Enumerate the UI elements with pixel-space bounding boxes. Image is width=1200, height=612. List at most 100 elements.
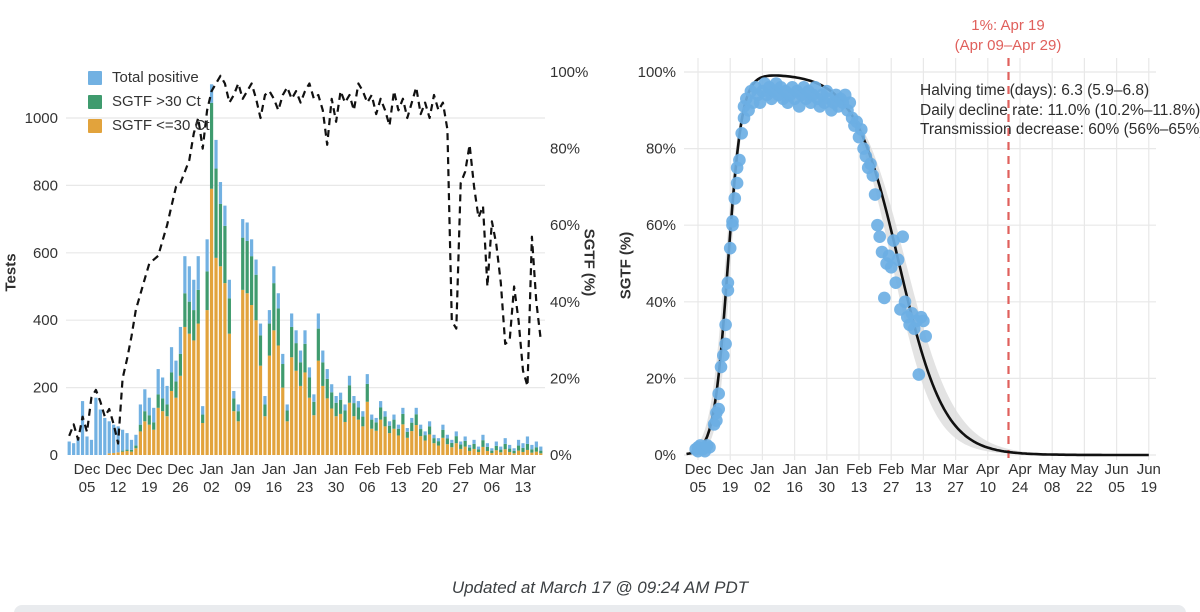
svg-text:0%: 0% <box>654 447 676 464</box>
svg-text:23: 23 <box>297 479 314 496</box>
svg-text:Feb: Feb <box>354 461 380 478</box>
svg-text:100%: 100% <box>550 64 588 81</box>
svg-text:Feb: Feb <box>448 461 474 478</box>
fit-curve <box>686 74 1149 457</box>
legend-label: Total positive <box>112 69 199 86</box>
svg-text:Jan: Jan <box>231 461 255 478</box>
svg-text:22: 22 <box>1076 479 1093 496</box>
svg-text:02: 02 <box>754 479 771 496</box>
daily-decline-text: Daily decline rate: 11.0% (10.2%–11.8%) <box>920 101 1200 119</box>
left-chart-x-tick-labels: Dec05Dec12Dec19Dec26Jan02Jan09Jan16Jan23… <box>74 461 536 496</box>
svg-text:13: 13 <box>915 479 932 496</box>
svg-text:800: 800 <box>33 177 58 194</box>
svg-text:Dec: Dec <box>74 461 101 478</box>
right-chart-x-tick-labels: Dec05Dec19Jan02Jan16Jan30Feb13Feb27Mar13… <box>685 461 1161 496</box>
svg-text:Dec: Dec <box>136 461 163 478</box>
svg-text:May: May <box>1038 461 1067 478</box>
svg-text:Dec: Dec <box>167 461 194 478</box>
svg-text:30: 30 <box>818 479 835 496</box>
svg-text:0: 0 <box>50 447 58 464</box>
right-chart-y-tick-labels: 0% 20% 40% 60% 80% 100% <box>638 64 676 464</box>
left-chart-right-axis-title: SGTF (%) <box>580 228 598 297</box>
svg-text:40%: 40% <box>550 294 580 311</box>
svg-text:Apr: Apr <box>976 461 999 478</box>
svg-text:0%: 0% <box>550 447 572 464</box>
sgtf-percent-dashed-line <box>68 74 542 445</box>
svg-text:Jan: Jan <box>262 461 286 478</box>
legend-item-sgtf-gt30: SGTF >30 Ct <box>88 93 210 110</box>
transmission-decrease-text: Transmission decrease: 60% (56%–65%) <box>920 121 1200 138</box>
svg-text:13: 13 <box>851 479 868 496</box>
svg-text:80%: 80% <box>550 141 580 158</box>
svg-text:06: 06 <box>484 479 501 496</box>
svg-text:20: 20 <box>421 479 438 496</box>
svg-text:60%: 60% <box>550 217 580 234</box>
svg-text:20%: 20% <box>550 370 580 387</box>
extinction-date-annotation: 1%: Apr 19 (Apr 09–Apr 29) <box>955 16 1062 56</box>
svg-text:Mar: Mar <box>910 461 936 478</box>
svg-text:Feb: Feb <box>846 461 872 478</box>
svg-text:20%: 20% <box>646 370 676 387</box>
svg-text:19: 19 <box>141 479 158 496</box>
halving-time-text: Halving time (days): 6.3 (5.9–6.8) <box>920 82 1150 99</box>
svg-text:Jan: Jan <box>293 461 317 478</box>
svg-text:Mar: Mar <box>479 461 505 478</box>
svg-text:Jan: Jan <box>750 461 774 478</box>
svg-text:Dec: Dec <box>685 461 712 478</box>
svg-text:Jan: Jan <box>324 461 348 478</box>
legend-item-sgtf-le30: SGTF <=30 Ct <box>88 117 210 134</box>
svg-text:02: 02 <box>203 479 220 496</box>
svg-text:13: 13 <box>515 479 532 496</box>
svg-text:Dec: Dec <box>105 461 132 478</box>
svg-text:1000: 1000 <box>25 110 58 127</box>
svg-text:40%: 40% <box>646 294 676 311</box>
legend: Total positive SGTF >30 Ct SGTF <=30 Ct <box>88 69 210 134</box>
svg-text:Jun: Jun <box>1105 461 1129 478</box>
svg-text:Jan: Jan <box>783 461 807 478</box>
svg-text:60%: 60% <box>646 217 676 234</box>
legend-label: SGTF <=30 Ct <box>112 117 210 134</box>
fit-statistics: Halving time (days): 6.3 (5.9–6.8) Daily… <box>920 81 1200 140</box>
bottom-panel-edge <box>14 605 1186 612</box>
svg-text:19: 19 <box>1140 479 1157 496</box>
svg-text:16: 16 <box>266 479 283 496</box>
svg-text:13: 13 <box>390 479 407 496</box>
svg-text:600: 600 <box>33 245 58 262</box>
svg-text:27: 27 <box>947 479 964 496</box>
svg-text:200: 200 <box>33 380 58 397</box>
updated-timestamp: Updated at March 17 @ 09:24 AM PDT <box>451 578 749 597</box>
svg-text:24: 24 <box>1012 479 1029 496</box>
legend-swatch-blue <box>88 70 102 85</box>
svg-text:27: 27 <box>452 479 469 496</box>
left-chart-y-axis-title: Tests <box>2 253 20 292</box>
svg-text:19: 19 <box>722 479 739 496</box>
svg-text:05: 05 <box>1108 479 1125 496</box>
svg-text:08: 08 <box>1044 479 1061 496</box>
scatter-points <box>689 77 932 458</box>
stacked-bars <box>67 84 543 455</box>
svg-text:12: 12 <box>110 479 127 496</box>
svg-text:Mar: Mar <box>943 461 969 478</box>
svg-text:Jan: Jan <box>199 461 223 478</box>
extinction-date-line2: (Apr 09–Apr 29) <box>954 37 1062 54</box>
legend-label: SGTF >30 Ct <box>112 93 201 110</box>
svg-text:27: 27 <box>883 479 900 496</box>
svg-text:16: 16 <box>786 479 803 496</box>
left-chart-gridlines <box>66 117 545 389</box>
legend-item-total-positive: Total positive <box>88 69 210 86</box>
svg-text:Mar: Mar <box>510 461 536 478</box>
svg-text:100%: 100% <box>638 64 676 81</box>
svg-text:Apr: Apr <box>1008 461 1031 478</box>
left-chart-right-tick-labels: 0% 20% 40% 60% 80% 100% <box>550 64 588 464</box>
svg-text:Jun: Jun <box>1137 461 1161 478</box>
svg-text:26: 26 <box>172 479 189 496</box>
svg-text:May: May <box>1070 461 1099 478</box>
right-chart-y-axis-title: SGTF (%) <box>617 231 635 300</box>
extinction-date-line1: 1%: Apr 19 <box>971 17 1045 34</box>
svg-text:Jan: Jan <box>815 461 839 478</box>
legend-swatch-orange <box>88 118 102 133</box>
svg-text:10: 10 <box>979 479 996 496</box>
legend-swatch-green <box>88 94 102 109</box>
